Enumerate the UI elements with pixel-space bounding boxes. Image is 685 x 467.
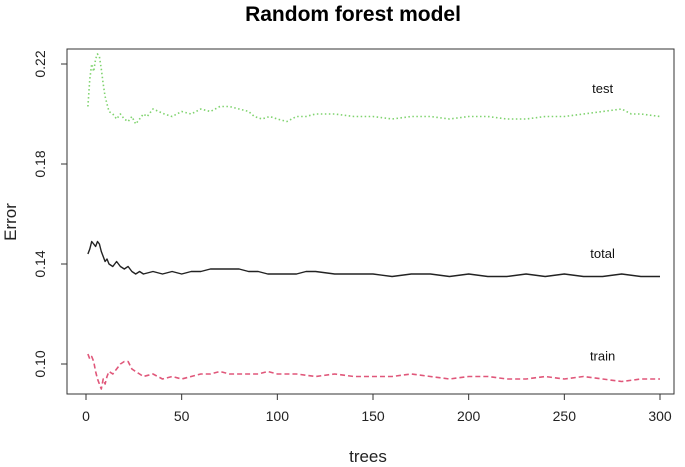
x-tick-label: 0 bbox=[82, 408, 90, 424]
x-tick-label: 300 bbox=[648, 408, 672, 424]
y-tick-label: 0.22 bbox=[32, 50, 48, 77]
x-axis-label: trees bbox=[349, 447, 387, 466]
x-tick-label: 50 bbox=[174, 408, 190, 424]
x-tick-label: 150 bbox=[361, 408, 385, 424]
series-layer bbox=[87, 53, 661, 390]
plot-frame bbox=[66, 48, 675, 395]
series-label-test: test bbox=[592, 81, 613, 96]
series-line-test bbox=[87, 53, 661, 125]
series-label-total: total bbox=[590, 246, 615, 261]
series-label-train: train bbox=[590, 348, 615, 363]
y-tick-label: 0.18 bbox=[32, 150, 48, 177]
series-line-total bbox=[87, 240, 660, 278]
x-tick-label: 250 bbox=[553, 408, 577, 424]
y-tick-label: 0.10 bbox=[32, 350, 48, 377]
x-tick-label: 200 bbox=[457, 408, 481, 424]
x-axis: 0 50 100 150 200 250 300 bbox=[82, 393, 672, 424]
y-axis: 0.10 0.14 0.18 0.22 bbox=[32, 50, 68, 378]
series-label-layer: test total train bbox=[590, 81, 615, 364]
series-line-train bbox=[87, 353, 660, 390]
y-axis-label: Error bbox=[1, 203, 20, 241]
chart-title: Random forest model bbox=[245, 3, 461, 26]
y-tick-label: 0.14 bbox=[32, 250, 48, 277]
x-tick-label: 100 bbox=[266, 408, 290, 424]
